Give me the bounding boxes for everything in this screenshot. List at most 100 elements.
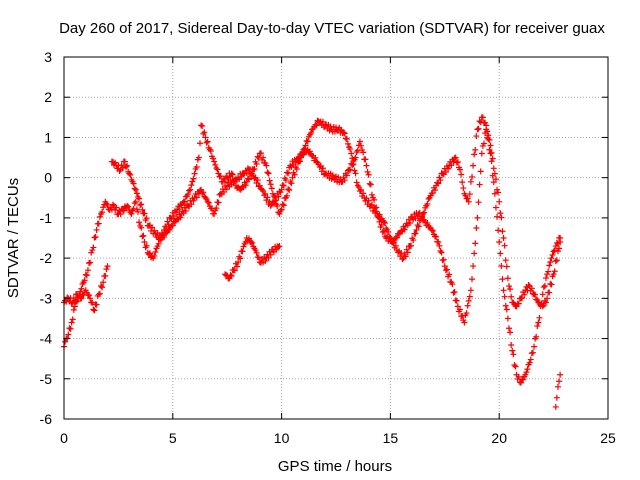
- data-point: [449, 281, 456, 288]
- data-point: [151, 252, 158, 259]
- data-point: [65, 331, 72, 338]
- data-point: [554, 240, 561, 247]
- data-point: [473, 133, 480, 140]
- data-point: [471, 151, 478, 158]
- data-point: [189, 178, 196, 185]
- data-point: [249, 239, 256, 246]
- data-point: [207, 148, 214, 155]
- data-point: [425, 195, 432, 202]
- data-point: [498, 214, 505, 221]
- data-point: [239, 183, 246, 190]
- data-point: [71, 303, 78, 310]
- data-point: [553, 239, 560, 246]
- data-point: [503, 306, 510, 313]
- data-point: [424, 201, 431, 208]
- data-point: [213, 205, 220, 212]
- data-point: [457, 306, 464, 313]
- data-point: [99, 284, 106, 291]
- data-point: [188, 182, 195, 189]
- data-point: [484, 134, 491, 141]
- data-point: [252, 247, 259, 254]
- data-point: [535, 319, 542, 326]
- data-point: [119, 164, 126, 171]
- data-point: [510, 351, 517, 358]
- data-point: [312, 121, 319, 128]
- data-point: [453, 297, 460, 304]
- data-point: [424, 220, 431, 227]
- data-point: [253, 179, 260, 186]
- data-point: [139, 233, 146, 240]
- data-point: [141, 210, 148, 217]
- data-point: [176, 206, 183, 213]
- data-point: [78, 295, 85, 302]
- data-point: [502, 302, 509, 309]
- y-tick-label: 3: [44, 49, 52, 65]
- data-point: [307, 129, 314, 136]
- data-point: [508, 341, 515, 348]
- data-point: [491, 190, 498, 197]
- series-track-c: [61, 235, 564, 410]
- data-point: [66, 325, 73, 332]
- data-point: [347, 146, 354, 153]
- data-point: [210, 155, 217, 162]
- data-point: [385, 229, 392, 236]
- data-point: [334, 127, 341, 134]
- data-point: [473, 225, 480, 232]
- data-point: [70, 306, 77, 313]
- data-point: [93, 301, 100, 308]
- data-point: [549, 251, 556, 258]
- data-point: [347, 166, 354, 173]
- data-point: [540, 284, 547, 291]
- data-point: [193, 164, 200, 171]
- data-point: [68, 319, 75, 326]
- data-point: [255, 254, 262, 261]
- x-tick-label: 10: [274, 430, 290, 446]
- data-point: [279, 201, 286, 208]
- data-point: [260, 154, 267, 161]
- data-point: [351, 167, 358, 174]
- data-point: [211, 210, 218, 217]
- x-tick-label: 20: [491, 430, 507, 446]
- data-point: [274, 203, 281, 210]
- data-point: [488, 149, 495, 156]
- data-point: [64, 294, 71, 301]
- data-point: [482, 130, 489, 137]
- data-point: [343, 135, 350, 142]
- data-point: [138, 224, 145, 231]
- data-point: [304, 138, 311, 145]
- data-point: [96, 213, 103, 220]
- data-point: [185, 202, 192, 209]
- data-point: [479, 114, 486, 121]
- data-point: [120, 207, 127, 214]
- data-point: [501, 293, 508, 300]
- data-point: [288, 180, 295, 187]
- data-point: [96, 290, 103, 297]
- data-point: [190, 175, 197, 182]
- data-point: [483, 126, 490, 133]
- data-point: [237, 255, 244, 262]
- data-point: [285, 186, 292, 193]
- data-point: [118, 162, 125, 169]
- data-point: [373, 204, 380, 211]
- data-point: [496, 239, 503, 246]
- data-point: [151, 227, 158, 234]
- data-point: [457, 166, 464, 173]
- data-point: [306, 148, 313, 155]
- data-point: [507, 286, 514, 293]
- data-point: [378, 221, 385, 228]
- data-point: [554, 383, 561, 390]
- data-point: [472, 146, 479, 153]
- data-point: [302, 142, 309, 149]
- data-point: [451, 288, 458, 295]
- data-point: [495, 227, 502, 234]
- data-point: [82, 271, 89, 278]
- data-point: [91, 307, 98, 314]
- data-point: [520, 376, 527, 383]
- data-point: [100, 204, 107, 211]
- data-point: [548, 255, 555, 262]
- data-point: [362, 156, 369, 163]
- data-point: [486, 146, 493, 153]
- data-point: [186, 187, 193, 194]
- data-point: [145, 251, 152, 258]
